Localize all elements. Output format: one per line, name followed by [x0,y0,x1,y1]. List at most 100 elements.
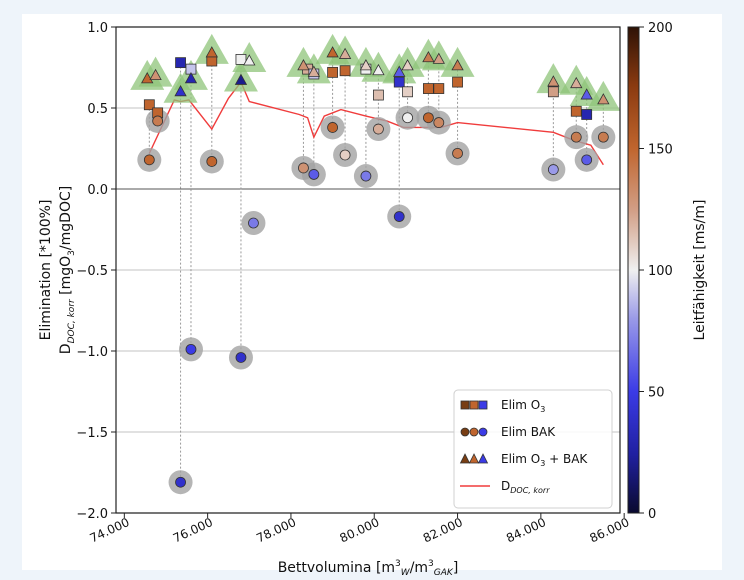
legend-square-1 [469,400,479,410]
legend-circle-2 [478,427,488,437]
y-tick-label-3: −0.5 [76,264,108,279]
elim-o3-bak-triangle-8 [307,65,321,77]
colorbar-ticks: 0 50 100 150 200 [639,21,673,522]
elim-bak-circle-1 [152,115,164,127]
colorbar-tick-label-4: 200 [648,21,673,36]
colorbar-tick-label-3: 150 [648,143,673,158]
elim-bak-circle-13 [393,211,405,222]
colorbar-tick-label-2: 100 [648,264,673,279]
elim-bak-circle-17 [452,147,463,159]
legend-label-3: DDOC, korr [501,479,550,495]
colorbar-label: Leitfähigkeit [ms/m] [692,200,708,341]
elim-o3-square-8 [327,66,338,78]
elim-o3-square-12 [393,76,405,88]
elim-o3-square-11 [373,89,384,101]
elim-o3-square-13 [402,86,413,98]
elim-o3-bak-triangle-2 [174,84,187,97]
elim-bak-circle-3 [185,343,197,355]
colorbar-tick-label-0: 0 [648,507,656,522]
elim-bak-circle-5 [235,352,247,363]
legend-box [453,389,613,509]
legend-label-2: Elim O3 + BAK [501,452,588,468]
y-tick-label-0: 1.0 [87,21,108,36]
elim-bak-circle-2 [175,476,186,488]
elim-o3-bak-triangle-15 [422,50,435,63]
y-axis-label-line1: Elimination [*100%] [38,200,54,341]
elim-o3-square-5 [235,54,247,65]
elim-o3-square-15 [433,83,445,94]
elim-o3-bak-triangle-18 [547,75,560,87]
elim-o3-square-9 [339,65,351,77]
elim-o3-square-17 [547,86,559,98]
legend-label-1: Elim BAK [501,425,556,439]
legend-label-0: Elim O3 [501,398,545,414]
elim-o3-bak-triangle-10 [338,47,352,59]
elim-o3-square-4 [206,55,218,67]
legend-triangle-0 [459,453,471,464]
elim-o3-bak-triangle-12 [372,63,385,76]
elim-bak-circle-7 [298,162,309,174]
elim-o3-square-19 [581,109,593,120]
elim-o3-bak-triangle-7 [297,59,310,71]
elim-bak-circle-9 [327,122,338,133]
elim-bak-circle-12 [373,123,384,135]
y-tick-label-6: −2.0 [76,507,108,522]
elim-o3-square-16 [452,76,463,88]
elim-o3-bak-triangle-16 [432,52,445,64]
legend-triangle-2 [477,453,489,464]
elim-o3-bak-triangle-21 [597,93,610,105]
elim-o3-bak-triangle-20 [580,88,593,100]
elim-o3-bak-triangle-4 [205,46,218,58]
y-axis-label-line2: DDOC, korr [mgO3/mgDOC] [58,186,77,354]
elim-o3-bak-triangle-19 [570,76,583,89]
y-tick-label-1: 0.5 [87,102,108,117]
elim-o3-square-2 [175,57,186,69]
elim-o3-bak-triangle-0 [141,72,154,84]
data-markers [141,46,610,488]
elim-o3-bak-triangle-9 [326,46,339,58]
elim-bak-circle-6 [248,217,259,229]
ddoc-korr-line [148,80,604,166]
elim-o3-bak-triangle-5 [234,73,248,85]
legend: Elim O3 Elim BAK Elim O3 + BAK DDOC, korr [453,389,613,509]
elim-o3-bak-triangle-13 [393,65,406,77]
y-tick-label-4: −1.0 [76,345,108,360]
elim-o3-bak-triangle-3 [184,72,198,84]
legend-circle-1 [469,427,479,437]
legend-items: Elim O3 Elim BAK Elim O3 + BAK DDOC, korr [459,398,588,495]
elim-bak-circle-15 [422,112,434,124]
colorbar-tick-label-1: 50 [648,386,665,401]
colorbar: 0 50 100 150 200 Leitfähigkeit [ms/m] [627,21,708,522]
elim-bak-circle-18 [547,164,559,175]
elim-bak-circle-10 [339,149,351,161]
elim-bak-circle-20 [581,154,593,166]
legend-square-2 [478,400,488,410]
elim-o3-square-0 [143,99,155,111]
elim-o3-bak-triangle-14 [401,59,414,71]
ddoc-line-layer [148,80,604,166]
y-tick-label-5: −1.5 [76,426,108,441]
y-tick-label-2: 0.0 [87,183,108,198]
legend-triangle-1 [468,453,480,464]
elim-bak-circle-16 [433,117,445,128]
legend-square-0 [460,400,470,410]
x-axis-label: Bettvolumina [m3W/m3GAK] [278,559,459,576]
elim-bak-circle-4 [206,156,218,167]
elim-o3-square-14 [422,83,434,94]
colorbar-gradient [627,26,640,514]
elim-bak-circle-19 [570,131,582,143]
elim-bak-circle-0 [143,154,155,166]
elim-bak-circle-21 [597,131,609,143]
elim-o3-bak-triangle-17 [451,59,464,71]
elim-o3-bak-triangle-1 [149,68,162,80]
elim-o3-bak-triangle-6 [243,54,256,66]
elim-bak-circle-11 [360,170,372,182]
elim-o3-bak-triangle-11 [359,59,373,71]
elim-bak-circle-8 [308,169,320,180]
elim-bak-circle-14 [402,112,413,124]
elim-o3-square-18 [570,105,582,117]
y-axis-ticks: 1.0 0.5 0.0 −0.5 −1.0 −1.5 −2.0 [76,21,116,522]
legend-circle-0 [460,427,470,437]
